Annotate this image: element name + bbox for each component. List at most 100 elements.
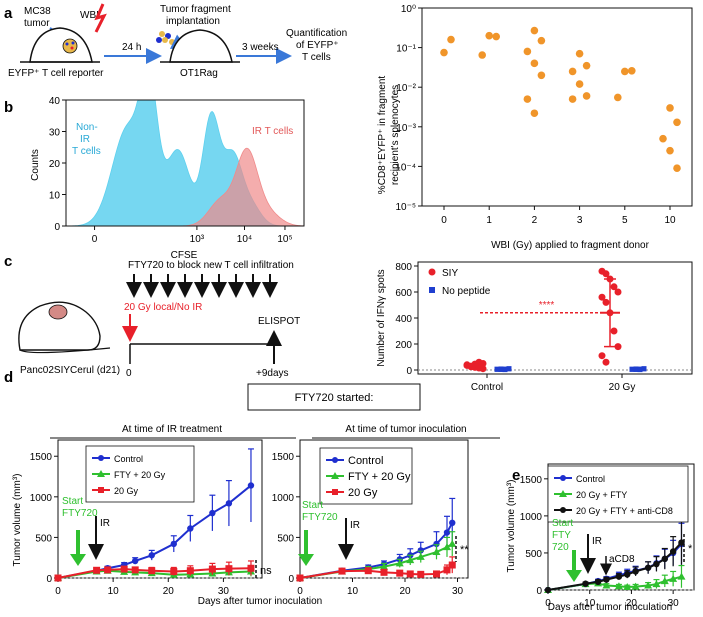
chart-c-ytick-label: 0 (406, 366, 412, 377)
chart-e-legend-label: 20 Gy + FTY + anti-CD8 (576, 506, 673, 516)
lightning-icon (94, 3, 107, 33)
chart-d-right-ytick-label: 1000 (272, 493, 295, 504)
chart-d-left-ir-label: IR (100, 518, 110, 529)
chart-d-right-legend-marker (332, 489, 338, 495)
chart-e-xtick-label: 10 (584, 598, 596, 609)
implant-label-2: implantation (166, 16, 220, 27)
chart-e-point (594, 578, 602, 586)
chart-b-ytick-label: 40 (49, 96, 61, 107)
chart-e-significance: * (688, 543, 693, 555)
chart-a-point (575, 80, 584, 88)
chart-d-left-point (186, 567, 194, 575)
fragment-icon (156, 31, 175, 45)
elispot-label: ELISPOT (258, 316, 300, 327)
chart-b-histogram: Counts CFSE Non- IR T cells IR T cells 0… (30, 96, 305, 261)
chart-b-xtick-label: 10⁵ (277, 234, 292, 245)
chart-d-right-ytick-label: 1500 (272, 452, 295, 463)
chart-e-ytick-label: 1000 (520, 512, 543, 523)
chart-a-point (485, 31, 494, 40)
chart-a-point (568, 67, 577, 76)
non-ir-label-3: T cells (72, 146, 101, 157)
chart-d-right-point (406, 556, 415, 564)
chart-a-point (530, 59, 539, 68)
chart-d-right-point (443, 543, 451, 551)
chart-d-right-series-line (299, 522, 454, 579)
chart-e-point (582, 580, 589, 587)
chart-a-ytick-label: 10⁰ (401, 4, 416, 15)
chart-d-right-legend-label: FTY + 20 Gy (348, 471, 411, 483)
chart-e-legend-label: 20 Gy + FTY (576, 490, 627, 500)
chart-d-left-ytick-label: 1500 (30, 452, 53, 463)
chart-d-right-point (338, 567, 346, 575)
chart-a-point (621, 67, 629, 76)
chart-a-point (582, 92, 591, 100)
quant-label-2: of EYFP⁺ (296, 40, 339, 51)
chart-d-right-ytick-label: 0 (288, 574, 294, 585)
chart-d-left-ytick-label: 1000 (30, 493, 53, 504)
mouse-icon-recipient (169, 29, 233, 63)
chart-d-left-point (54, 574, 62, 582)
chart-c-nopeptide-point (494, 366, 500, 372)
group-left-label: At time of IR treatment (122, 424, 222, 435)
chart-d-right-point (406, 570, 414, 578)
chart-e-point (669, 574, 678, 582)
chart-d-left-point (131, 557, 139, 565)
fty-started-label: FTY720 started: (295, 392, 374, 404)
chart-d-right-significance: ** (460, 544, 469, 556)
mc38-label-1: MC38 (24, 6, 51, 17)
chart-a-point (523, 47, 532, 56)
chart-a-xtick-label: 10 (664, 215, 676, 226)
chart-d-right-legend-label: Control (348, 455, 383, 467)
chart-d-left-legend-marker (98, 455, 104, 461)
chart-e-point (631, 582, 640, 590)
chart-c-nopeptide-point (629, 366, 635, 372)
chart-a-ytick-label: 10⁻⁴ (395, 162, 416, 173)
chart-e-point (624, 571, 631, 578)
reporter-label: EYFP⁺ T cell reporter (8, 68, 104, 79)
chart-d-left-start-label: FTY720 (62, 508, 98, 519)
chart-e-point (603, 576, 610, 583)
chart-d-left-ytick-label: 0 (46, 574, 52, 585)
chart-d-left-legend-marker (97, 470, 105, 477)
chart-d-right-point (433, 570, 440, 578)
chart-c-nopeptide-point (637, 366, 643, 372)
t9-label: +9days (256, 368, 289, 379)
chart-d-right-point (448, 539, 457, 547)
chart-e: Tumor volume (mm³) Days after tumor inoc… (506, 463, 695, 613)
chart-c-xtick-label: Control (471, 382, 503, 393)
chart-a-point (666, 146, 674, 155)
panel-letter-d: d (4, 369, 13, 386)
chart-e-xtick-label: 30 (668, 598, 680, 609)
chart-c-ytick-label: 200 (395, 340, 412, 351)
chart-d-right-xtick-label: 0 (297, 586, 303, 597)
chart-d-right-xtick-label: 30 (452, 586, 464, 597)
chart-e-legend-marker (559, 490, 567, 497)
ir-label: IR T cells (252, 126, 293, 137)
panel-letter-b: b (4, 99, 13, 116)
chart-c-siy-point (610, 283, 618, 291)
chart-a-xtick-label: 3 (577, 215, 583, 226)
chart-d-left-point (131, 566, 139, 574)
chart-d-right-point (449, 519, 456, 526)
chart-c-xtick-label: 20 Gy (609, 382, 636, 393)
chart-a-ylabel-1: %CD8⁺EYFP⁺ in fragment (377, 76, 388, 195)
quant-label-1: Quantification (286, 28, 347, 39)
chart-a-point (440, 48, 448, 57)
chart-a-ytick-label: 10⁻⁵ (395, 202, 416, 213)
chart-d-left-point (247, 482, 255, 489)
chart-a-ytick-label: 10⁻¹ (396, 44, 416, 55)
chart-e-point (644, 564, 652, 571)
chart-c-siy-point (602, 298, 610, 306)
chart-a-point (575, 49, 584, 58)
chart-e-point (623, 583, 632, 591)
chart-d-left-point (187, 525, 194, 532)
chart-b-ytick-label: 20 (49, 159, 61, 170)
chart-d-left-legend-label: 20 Gy (114, 486, 139, 496)
chart-c-ytick-label: 400 (395, 314, 412, 325)
chart-c-ytick-label: 800 (395, 262, 412, 273)
non-ir-label-1: Non- (76, 122, 98, 133)
chart-d-left-legend-label: FTY + 20 Gy (114, 470, 166, 480)
chart-e-point (661, 555, 668, 563)
chart-b-xtick-label: 0 (92, 234, 98, 245)
chart-d-right-start-label: FTY720 (302, 512, 338, 523)
